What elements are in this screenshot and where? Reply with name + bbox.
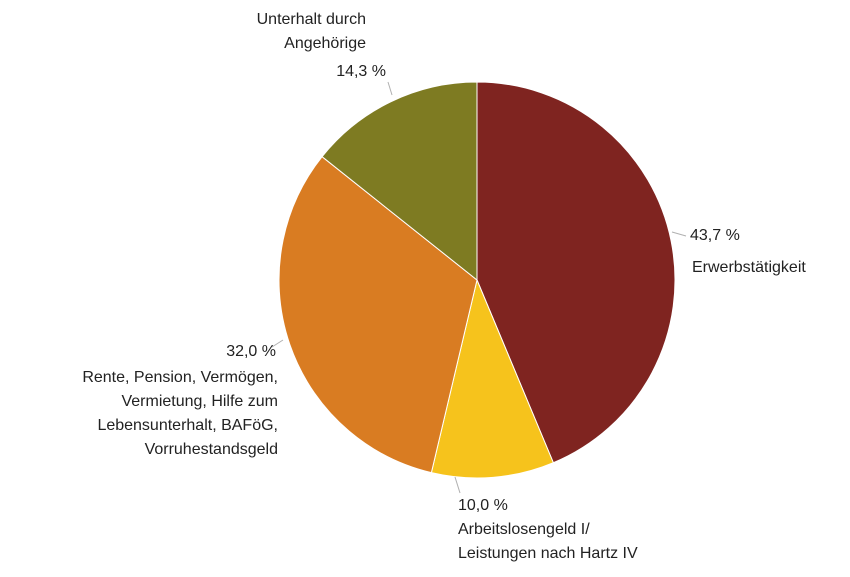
leader-line xyxy=(387,81,393,96)
category-label: Arbeitslosengeld I/Leistungen nach Hartz… xyxy=(458,521,638,562)
text-line: Vermietung, Hilfe zum xyxy=(121,393,278,410)
category-label: Erwerbstätigkeit xyxy=(692,259,806,276)
pie-slice xyxy=(476,81,676,464)
text-line: Unterhalt durch xyxy=(257,11,366,28)
text-line: Vorruhestandsgeld xyxy=(145,441,278,458)
text-line: Lebensunterhalt, BAFöG, xyxy=(97,417,278,434)
pie-slice xyxy=(278,155,478,474)
text-line: Arbeitslosengeld I/ xyxy=(458,521,590,538)
value-label: 43,7 % xyxy=(690,227,740,244)
text-line: Rente, Pension, Vermögen, xyxy=(82,369,278,386)
leader-line xyxy=(271,339,284,348)
value-label: 10,0 % xyxy=(458,497,508,514)
text-line: Angehörige xyxy=(284,35,366,52)
value-label: 32,0 % xyxy=(226,343,276,360)
pie-slice xyxy=(430,278,555,479)
leader-line xyxy=(454,476,461,494)
leader-line xyxy=(671,231,687,237)
text-line: Erwerbstätigkeit xyxy=(692,259,806,276)
value-label: 14,3 % xyxy=(336,63,386,80)
pie-slice xyxy=(321,81,478,282)
category-label: Unterhalt durch Angehörige xyxy=(257,11,366,52)
category-label: Rente, Pension, Vermögen, Vermietung, Hil… xyxy=(82,369,278,458)
text-line: Leistungen nach Hartz IV xyxy=(458,545,638,562)
